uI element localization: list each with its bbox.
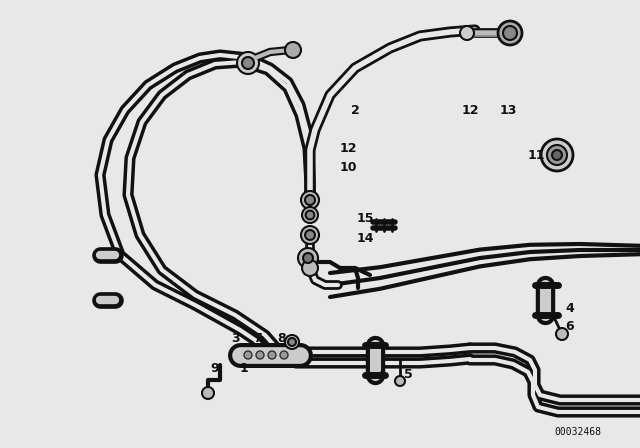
- Circle shape: [298, 248, 318, 268]
- Text: 00032468: 00032468: [554, 427, 602, 437]
- Circle shape: [237, 52, 259, 74]
- Text: 3: 3: [230, 332, 239, 345]
- Text: 7: 7: [253, 332, 262, 345]
- Circle shape: [202, 387, 214, 399]
- Circle shape: [285, 42, 301, 58]
- Circle shape: [556, 328, 568, 340]
- Text: 10: 10: [339, 160, 356, 173]
- Circle shape: [305, 195, 315, 205]
- Text: 12: 12: [461, 103, 479, 116]
- Circle shape: [306, 211, 314, 220]
- Circle shape: [268, 351, 276, 359]
- Text: 4: 4: [378, 369, 387, 382]
- Text: 11: 11: [527, 148, 545, 161]
- Circle shape: [301, 191, 319, 209]
- Circle shape: [460, 26, 474, 40]
- Circle shape: [503, 26, 517, 40]
- Circle shape: [303, 253, 313, 263]
- Circle shape: [541, 139, 573, 171]
- Circle shape: [302, 260, 318, 276]
- Circle shape: [305, 230, 315, 240]
- Text: 8: 8: [278, 332, 286, 345]
- Circle shape: [552, 150, 562, 160]
- Circle shape: [288, 338, 296, 346]
- Text: 5: 5: [404, 369, 412, 382]
- Circle shape: [244, 351, 252, 359]
- Text: 1: 1: [239, 362, 248, 375]
- Circle shape: [280, 351, 288, 359]
- Circle shape: [242, 57, 254, 69]
- Circle shape: [256, 351, 264, 359]
- Text: 12: 12: [339, 142, 356, 155]
- Text: 6: 6: [566, 319, 574, 332]
- Text: 15: 15: [356, 211, 374, 224]
- Text: 4: 4: [566, 302, 574, 314]
- Text: 14: 14: [356, 232, 374, 245]
- Text: 2: 2: [351, 103, 360, 116]
- Circle shape: [302, 207, 318, 223]
- Circle shape: [285, 335, 299, 349]
- Text: 13: 13: [499, 103, 516, 116]
- Circle shape: [395, 376, 405, 386]
- Circle shape: [301, 226, 319, 244]
- Text: 9: 9: [211, 362, 220, 375]
- Circle shape: [498, 21, 522, 45]
- Circle shape: [547, 145, 567, 165]
